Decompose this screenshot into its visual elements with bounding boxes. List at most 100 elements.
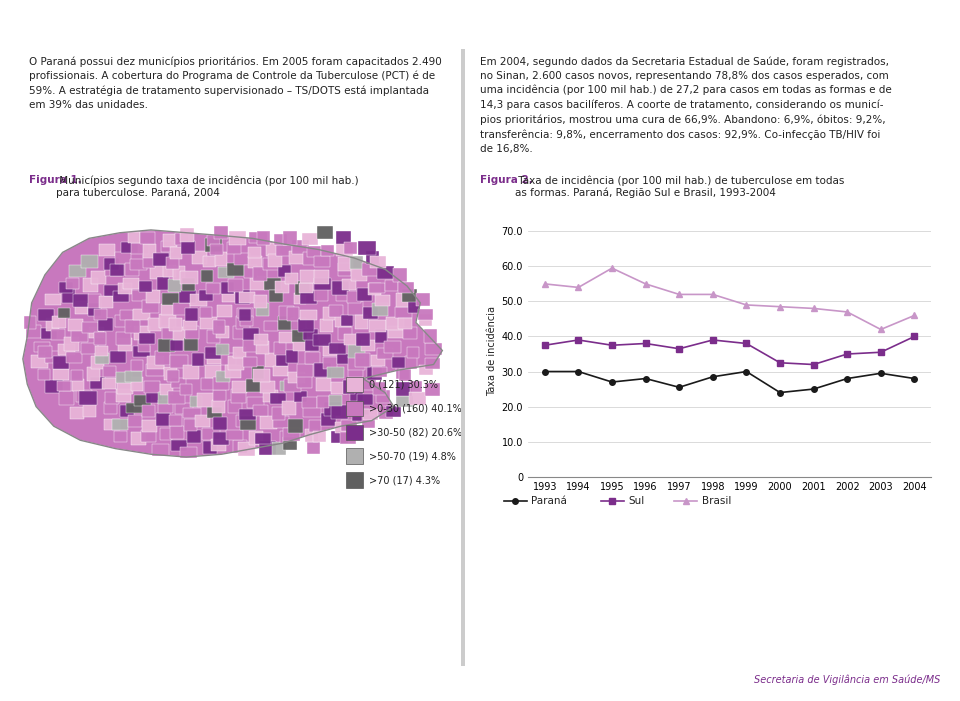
Bar [332, 281, 348, 295]
Bar [88, 294, 101, 308]
Bar [373, 381, 386, 395]
Bar [250, 276, 265, 290]
Bar [24, 315, 36, 329]
Bar [161, 326, 174, 339]
Bar [131, 432, 146, 445]
Bar [324, 402, 341, 416]
Bar [314, 278, 330, 290]
Bar [349, 389, 363, 401]
Bar [146, 392, 161, 403]
Bar [227, 243, 241, 254]
Bar [213, 390, 226, 402]
Bar [131, 377, 143, 390]
Bar [270, 393, 286, 404]
Bar [156, 278, 169, 290]
Bar [425, 383, 440, 396]
Text: Taxa de incidência (por 100 mil hab.) de tuberculose em todas
as formas. Paraná,: Taxa de incidência (por 100 mil hab.) de… [515, 175, 844, 198]
Bar [118, 283, 132, 294]
Bar [37, 369, 50, 380]
Bar [215, 252, 227, 266]
Bar [115, 252, 132, 264]
Bar [217, 305, 231, 318]
Bar [395, 307, 412, 318]
Bar [232, 326, 246, 339]
Bar [31, 355, 48, 367]
Bar [423, 329, 438, 343]
Bar [204, 256, 216, 267]
Bar [210, 439, 226, 451]
Bar [328, 305, 344, 317]
Bar [26, 325, 41, 339]
Bar [190, 397, 202, 407]
Bar [329, 343, 346, 353]
Bar [72, 379, 84, 390]
Bar [282, 402, 296, 415]
Bar [210, 244, 223, 255]
Bar [287, 308, 300, 320]
Bar [105, 402, 117, 414]
Bar [83, 403, 96, 416]
Bar [192, 252, 207, 264]
Bar [341, 315, 353, 325]
Bar [372, 367, 387, 377]
Bar [53, 369, 69, 380]
Bar [237, 308, 252, 318]
Bar [134, 327, 151, 340]
Bar [357, 394, 373, 405]
Bar [314, 257, 330, 267]
Bar [276, 245, 292, 256]
Bar [396, 293, 412, 307]
Bar [254, 334, 269, 345]
Bar [133, 395, 151, 406]
Bar [366, 252, 379, 264]
Bar [69, 266, 85, 277]
Bar [176, 403, 193, 414]
Bar [355, 353, 370, 367]
Bar [260, 416, 277, 429]
Bar [94, 332, 107, 345]
Bar [277, 315, 293, 329]
Bar [313, 334, 331, 346]
Bar [232, 381, 247, 393]
Bar [185, 326, 199, 339]
Bar [238, 442, 255, 456]
Bar [335, 421, 350, 433]
Bar [183, 408, 201, 418]
Bar [46, 318, 60, 331]
Bar [401, 289, 418, 302]
Bar [279, 381, 296, 391]
Text: >0-30 (160) 40.1%: >0-30 (160) 40.1% [369, 403, 462, 413]
Bar [105, 285, 122, 296]
Bar [141, 300, 159, 313]
Bar [103, 366, 115, 377]
Bar [274, 416, 289, 428]
Bar [228, 356, 245, 369]
Bar [180, 241, 195, 254]
Bar [346, 376, 363, 392]
Bar [180, 228, 194, 242]
Bar [324, 344, 338, 356]
Bar [183, 320, 197, 330]
Bar [34, 341, 50, 353]
Bar [157, 400, 173, 414]
Bar [180, 383, 192, 395]
Bar [89, 327, 104, 338]
Bar [313, 430, 326, 442]
Bar [143, 255, 155, 268]
Bar [45, 351, 59, 363]
Bar [302, 252, 319, 265]
Bar [240, 416, 255, 430]
Text: Secretaria de Vigilância em Saúde/MS: Secretaria de Vigilância em Saúde/MS [755, 675, 941, 685]
Bar [232, 347, 246, 358]
Bar [327, 367, 344, 379]
Bar [293, 336, 309, 350]
Bar [320, 319, 333, 332]
Bar [410, 381, 422, 392]
Bar [329, 395, 343, 407]
Bar [168, 279, 180, 292]
Bar [206, 353, 224, 364]
Bar [240, 315, 252, 327]
Bar [239, 309, 252, 321]
Bar [179, 290, 196, 304]
Bar [350, 256, 363, 269]
